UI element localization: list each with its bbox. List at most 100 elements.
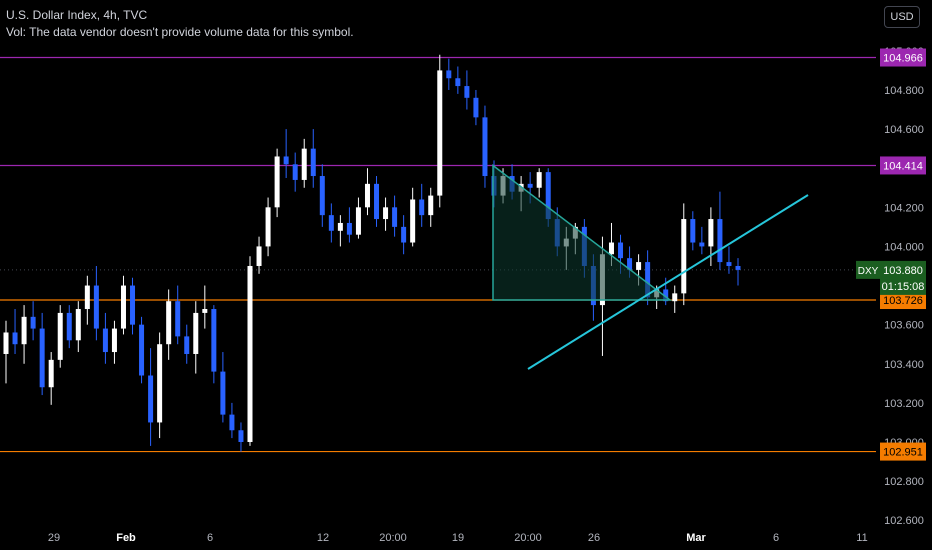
candle-body — [102, 328, 108, 353]
candle — [310, 129, 316, 188]
level-tag-label: 104.414 — [883, 160, 923, 172]
candle-body — [292, 164, 298, 180]
y-tick-label: 104.800 — [884, 85, 924, 97]
candle-body — [645, 262, 651, 298]
candle-body — [383, 207, 389, 220]
candle-body — [256, 246, 262, 266]
candle-body — [374, 183, 380, 220]
candle — [455, 66, 461, 94]
candle — [39, 312, 45, 396]
candle-body — [446, 70, 452, 79]
candle-body — [30, 316, 36, 329]
candle — [57, 305, 63, 368]
candle — [193, 301, 199, 374]
candle — [130, 277, 136, 335]
candle-body — [437, 70, 443, 196]
candle — [211, 305, 217, 384]
candle-body — [12, 332, 18, 345]
y-tick-label: 104.200 — [884, 202, 924, 214]
candle — [229, 402, 235, 439]
current-price-tag: DXY 103.880 01:15:08 — [856, 260, 926, 295]
candle — [111, 320, 117, 364]
candle-body — [229, 414, 235, 431]
candle-body — [120, 285, 126, 329]
level-price-tag: 103.726 — [880, 291, 926, 310]
level-tag-label: 102.951 — [883, 447, 923, 459]
candle — [166, 289, 172, 360]
candle-body — [57, 312, 63, 360]
candle — [473, 89, 479, 126]
candle — [428, 187, 434, 227]
price-tags: 104.966 104.414 103.726 102.951 DXY 103.880 01… — [856, 48, 926, 461]
candle-body — [392, 207, 398, 227]
y-tick-label: 104.600 — [884, 124, 924, 136]
candle — [202, 285, 208, 329]
level-tag-bg — [880, 442, 926, 461]
candle-body — [301, 148, 307, 180]
candle-body — [726, 262, 732, 266]
candle-body — [364, 183, 370, 208]
x-tick-label: 12 — [317, 532, 329, 544]
candle-body — [211, 309, 217, 372]
candle-body — [66, 312, 72, 341]
candle — [681, 203, 687, 306]
horizontal-levels — [0, 56, 876, 453]
candle — [283, 129, 289, 178]
candle — [148, 348, 154, 446]
candle-body — [220, 371, 226, 415]
x-tick-label: 19 — [452, 532, 464, 544]
candle-body — [328, 215, 334, 231]
candle — [392, 195, 398, 237]
candle-body — [21, 316, 27, 345]
current-price-label: 103.880 — [883, 265, 923, 277]
candle-body — [202, 309, 208, 313]
candle — [328, 203, 334, 243]
candle-body — [681, 219, 687, 294]
candle-body — [464, 86, 470, 98]
y-tick-label: 103.400 — [884, 359, 924, 371]
candle-body — [175, 301, 181, 337]
candle — [536, 168, 542, 198]
x-tick-label: 26 — [588, 532, 600, 544]
trend-line[interactable] — [527, 194, 809, 370]
candle — [3, 320, 9, 384]
candle-body — [527, 183, 533, 188]
time-axis: 29 Feb 6 12 20:00 19 20:00 26 Mar 6 11 — [48, 532, 868, 544]
chart-title: U.S. Dollar Index, 4h, TVC — [6, 8, 148, 22]
candle — [292, 152, 298, 192]
candle-body — [608, 242, 614, 255]
candle-body — [48, 359, 54, 388]
candle — [717, 191, 723, 270]
candle — [48, 352, 54, 405]
candle — [175, 285, 181, 345]
candle — [383, 197, 389, 231]
candle — [419, 183, 425, 227]
candle — [446, 58, 452, 90]
candle-body — [157, 344, 163, 423]
triangle-pattern[interactable] — [492, 163, 673, 301]
candle-body — [319, 176, 325, 216]
candle-body — [663, 289, 669, 302]
candles — [3, 54, 741, 452]
candle — [301, 138, 307, 188]
countdown-label: 01:15:08 — [882, 281, 925, 293]
candle — [66, 305, 72, 349]
candle — [30, 301, 36, 341]
candle — [256, 236, 262, 274]
candle-body — [410, 199, 416, 243]
candle-body — [672, 293, 678, 302]
drawings — [492, 163, 809, 370]
candle — [21, 305, 27, 364]
candle-body — [735, 265, 741, 270]
x-tick-label: 6 — [207, 532, 213, 544]
candle-body — [193, 312, 199, 354]
candle — [220, 352, 226, 423]
level-tag-bg — [880, 291, 926, 310]
currency-button[interactable]: USD — [884, 6, 920, 28]
x-tick-label: 6 — [773, 532, 779, 544]
candle — [464, 70, 470, 110]
candle-body — [265, 207, 271, 247]
candle-body — [139, 324, 145, 376]
candle-body — [455, 78, 461, 87]
